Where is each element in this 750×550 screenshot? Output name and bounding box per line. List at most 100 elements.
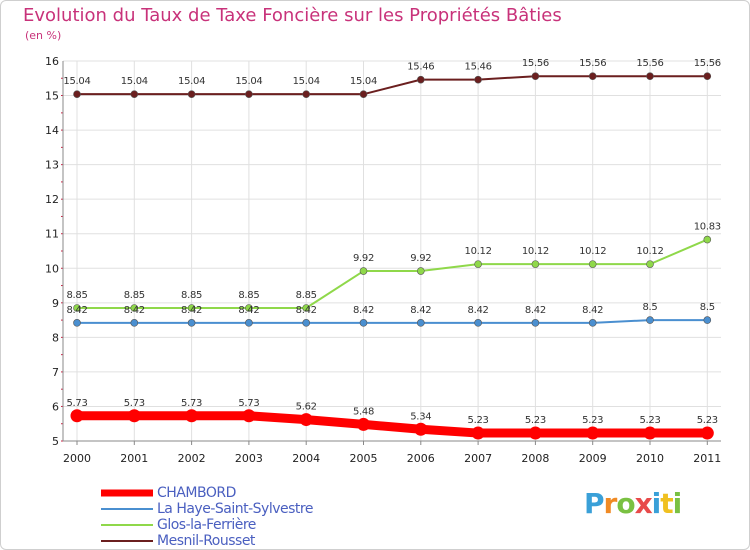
data-point-la-haye-saint-sylvestre-2001 [130, 319, 139, 327]
data-label-chambord-2006: 5.34 [410, 411, 431, 422]
x-tick-label-2004: 2004 [292, 452, 320, 465]
x-tick-label-2003: 2003 [235, 452, 263, 465]
data-point-la-haye-saint-sylvestre-2000 [73, 319, 81, 327]
x-tick-label-2005: 2005 [350, 452, 378, 465]
data-label-mesnil-rousset-2004: 15.04 [293, 76, 320, 87]
data-label-mesnil-rousset-2008: 15.56 [522, 58, 549, 69]
data-label-glos-la-ferriere-2000: 8.85 [66, 290, 87, 301]
data-point-glos-la-ferriere-2006 [416, 267, 425, 275]
data-label-mesnil-rousset-2002: 15.04 [178, 76, 205, 87]
data-point-chambord-2006 [414, 422, 428, 436]
legend-label-la-haye-saint-sylvestre: La Haye-Saint-Sylvestre [157, 501, 313, 517]
data-label-glos-la-ferriere-2002: 8.85 [181, 290, 202, 301]
data-label-la-haye-saint-sylvestre-2009: 8.42 [582, 305, 603, 316]
data-label-chambord-2003: 5.73 [238, 398, 259, 409]
data-label-glos-la-ferriere-2003: 8.85 [238, 290, 259, 301]
data-label-chambord-2009: 5.23 [582, 415, 603, 426]
data-label-mesnil-rousset-2003: 15.04 [235, 76, 262, 87]
data-point-la-haye-saint-sylvestre-2004 [302, 319, 311, 327]
data-label-mesnil-rousset-2010: 15.56 [636, 58, 663, 69]
data-label-chambord-2011: 5.23 [697, 415, 718, 426]
data-point-la-haye-saint-sylvestre-2002 [187, 319, 196, 327]
data-label-la-haye-saint-sylvestre-2001: 8.42 [124, 305, 145, 316]
legend-label-chambord: CHAMBORD [157, 485, 236, 501]
data-label-chambord-2008: 5.23 [525, 415, 546, 426]
data-label-mesnil-rousset-2009: 15.56 [579, 58, 606, 69]
y-tick-label-13: 13 [45, 159, 59, 172]
x-tick-label-2011: 2011 [693, 452, 721, 465]
data-point-chambord-2010 [643, 426, 657, 440]
data-point-glos-la-ferriere-2000 [73, 304, 81, 312]
data-point-la-haye-saint-sylvestre-2003 [245, 319, 253, 327]
axes: 5 6 7 8 9 10 11 12 13 14 15 16 2000 2001 2002 2003 2004 2… [45, 55, 721, 465]
data-label-chambord-2007: 5.23 [468, 415, 489, 426]
x-tick-label-2007: 2007 [464, 452, 492, 465]
y-tick-label-14: 14 [45, 124, 59, 137]
series-lines [70, 72, 714, 440]
data-point-glos-la-ferriere-2001 [130, 304, 139, 312]
logo-letter: x [634, 487, 653, 520]
data-label-mesnil-rousset-2005: 15.04 [350, 76, 377, 87]
legend-item-mesnil-rousset: Mesnil-Rousset [101, 533, 313, 549]
data-label-la-haye-saint-sylvestre-2011: 8.5 [700, 302, 715, 313]
chart-title: Evolution du Taux de Taxe Foncière sur l… [23, 5, 562, 26]
data-point-glos-la-ferriere-2009 [588, 260, 597, 268]
data-labels: 5.73 5.73 5.73 5.73 5.62 5.48 5.34 5.23 5.23 5.23… [63, 58, 721, 426]
y-tick-label-7: 7 [52, 366, 59, 379]
x-tick-label-2008: 2008 [521, 452, 549, 465]
data-point-chambord-2005 [357, 417, 370, 431]
data-point-la-haye-saint-sylvestre-2006 [416, 319, 425, 327]
data-label-mesnil-rousset-2007: 15.46 [465, 62, 492, 73]
data-label-glos-la-ferriere-2004: 8.85 [296, 290, 317, 301]
data-label-chambord-2002: 5.73 [181, 398, 202, 409]
series-line-la-haye-saint-sylvestre [76, 319, 709, 324]
data-point-chambord-2007 [471, 426, 485, 440]
logo-letter: i [651, 487, 662, 520]
data-label-glos-la-ferriere-2005: 9.92 [353, 253, 374, 264]
series-line-glos-la-ferriere [76, 238, 709, 309]
y-tick-label-6: 6 [52, 400, 59, 413]
data-point-la-haye-saint-sylvestre-2007 [474, 319, 482, 327]
data-label-glos-la-ferriere-2010: 10.12 [636, 246, 663, 257]
data-label-glos-la-ferriere-2001: 8.85 [124, 290, 145, 301]
y-tick-label-12: 12 [45, 193, 59, 206]
data-label-la-haye-saint-sylvestre-2002: 8.42 [181, 305, 202, 316]
data-label-mesnil-rousset-2006: 15.46 [407, 62, 434, 73]
data-point-mesnil-rousset-2009 [588, 72, 597, 80]
data-point-glos-la-ferriere-2004 [302, 304, 311, 312]
proxiti-logo: Proxiti [584, 487, 683, 520]
data-point-la-haye-saint-sylvestre-2009 [588, 319, 597, 327]
data-label-glos-la-ferriere-2008: 10.12 [522, 246, 549, 257]
y-tick-label-10: 10 [45, 262, 59, 275]
data-point-mesnil-rousset-2008 [531, 72, 540, 80]
data-label-chambord-2010: 5.23 [639, 415, 660, 426]
data-label-la-haye-saint-sylvestre-2010: 8.5 [642, 302, 657, 313]
data-label-mesnil-rousset-2000: 15.04 [63, 76, 90, 87]
data-point-chambord-2011 [700, 426, 714, 440]
data-label-la-haye-saint-sylvestre-2006: 8.42 [410, 305, 431, 316]
y-tick-label-16: 16 [45, 55, 59, 68]
data-point-mesnil-rousset-2005 [359, 90, 368, 98]
y-axis-unit-label: (en %) [25, 29, 62, 42]
data-point-glos-la-ferriere-2003 [245, 304, 253, 312]
data-point-la-haye-saint-sylvestre-2008 [531, 319, 540, 327]
logo-letter: i [672, 487, 683, 520]
data-point-chambord-2002 [185, 409, 199, 423]
data-point-mesnil-rousset-2002 [187, 90, 196, 98]
data-point-glos-la-ferriere-2002 [187, 304, 196, 312]
legend-swatch-la-haye-saint-sylvestre [101, 508, 153, 510]
data-point-glos-la-ferriere-2005 [359, 267, 368, 275]
legend-label-glos-la-ferriere: Glos-la-Ferrière [157, 517, 256, 533]
data-point-glos-la-ferriere-2011 [703, 235, 712, 244]
legend-swatch-glos-la-ferriere [101, 524, 153, 526]
data-label-mesnil-rousset-2011: 15.56 [694, 58, 721, 69]
x-tick-label-2006: 2006 [407, 452, 435, 465]
data-point-la-haye-saint-sylvestre-2011 [703, 316, 712, 324]
data-label-chambord-2004: 5.62 [296, 402, 317, 413]
data-point-chambord-2003 [242, 409, 256, 423]
data-label-glos-la-ferriere-2009: 10.12 [579, 246, 606, 257]
data-point-glos-la-ferriere-2007 [474, 260, 482, 268]
series-line-chambord [72, 411, 712, 438]
